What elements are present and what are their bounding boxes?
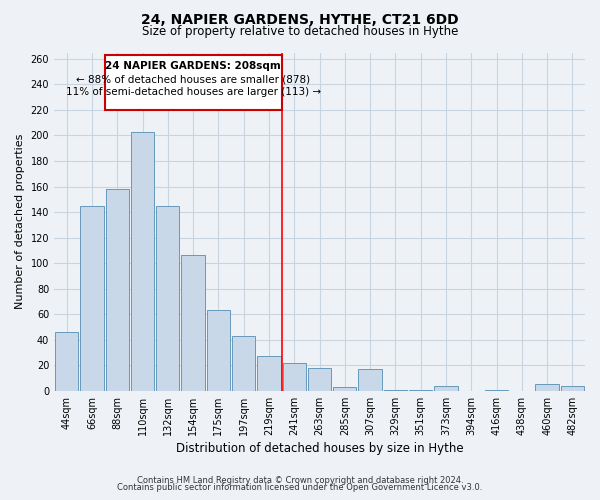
Bar bbox=[384, 390, 407, 391]
FancyBboxPatch shape bbox=[104, 55, 281, 110]
Bar bbox=[308, 368, 331, 391]
Bar bbox=[181, 256, 205, 391]
Y-axis label: Number of detached properties: Number of detached properties bbox=[15, 134, 25, 310]
Text: 11% of semi-detached houses are larger (113) →: 11% of semi-detached houses are larger (… bbox=[65, 87, 320, 97]
Bar bbox=[106, 189, 129, 391]
Bar bbox=[358, 369, 382, 391]
Text: 24 NAPIER GARDENS: 208sqm: 24 NAPIER GARDENS: 208sqm bbox=[105, 62, 281, 72]
Text: 24, NAPIER GARDENS, HYTHE, CT21 6DD: 24, NAPIER GARDENS, HYTHE, CT21 6DD bbox=[141, 12, 459, 26]
Bar bbox=[232, 336, 256, 391]
Bar bbox=[434, 386, 458, 391]
Text: ← 88% of detached houses are smaller (878): ← 88% of detached houses are smaller (87… bbox=[76, 74, 310, 84]
Bar bbox=[409, 390, 432, 391]
Bar bbox=[257, 356, 281, 391]
X-axis label: Distribution of detached houses by size in Hythe: Distribution of detached houses by size … bbox=[176, 442, 463, 455]
Bar bbox=[485, 390, 508, 391]
Bar bbox=[207, 310, 230, 391]
Bar bbox=[333, 387, 356, 391]
Bar bbox=[283, 362, 306, 391]
Bar bbox=[80, 206, 104, 391]
Bar bbox=[131, 132, 154, 391]
Bar bbox=[156, 206, 179, 391]
Bar bbox=[561, 386, 584, 391]
Text: Contains public sector information licensed under the Open Government Licence v3: Contains public sector information licen… bbox=[118, 484, 482, 492]
Text: Size of property relative to detached houses in Hythe: Size of property relative to detached ho… bbox=[142, 25, 458, 38]
Bar bbox=[55, 332, 79, 391]
Bar bbox=[535, 384, 559, 391]
Text: Contains HM Land Registry data © Crown copyright and database right 2024.: Contains HM Land Registry data © Crown c… bbox=[137, 476, 463, 485]
